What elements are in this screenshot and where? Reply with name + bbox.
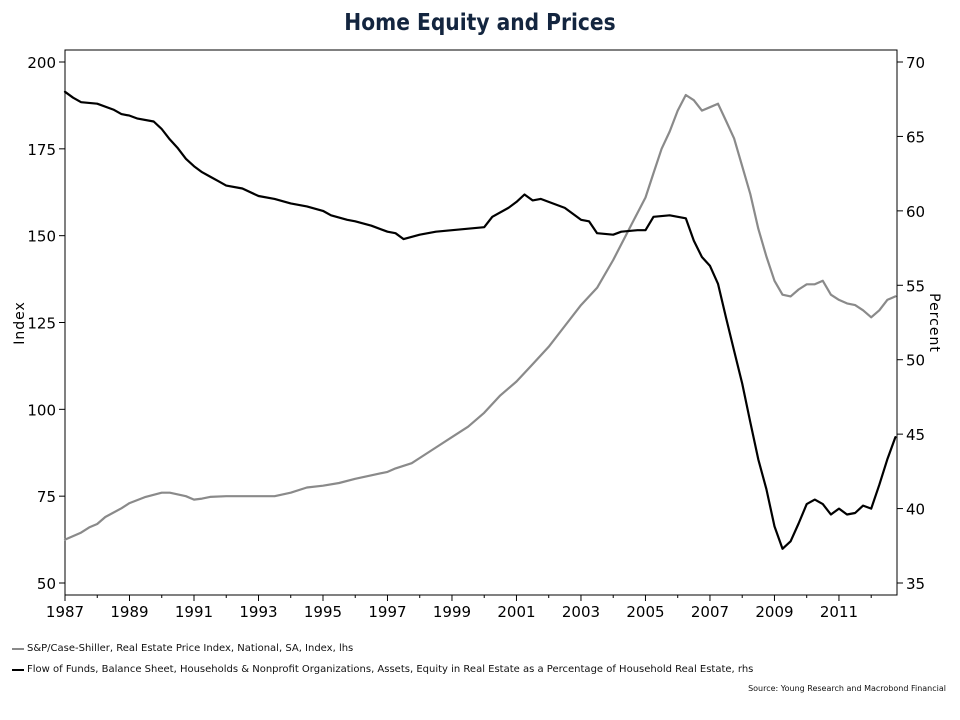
x-tick-label: 2011 [820,603,858,621]
y-right-tick-label: 60 [906,203,925,221]
chart-title: Home Equity and Prices [344,10,616,36]
y-axis-right-label: Percent [926,293,942,353]
y-left-tick-label: 175 [27,141,56,159]
y-axis-left-label: Index [12,301,28,345]
y-right-tick-label: 65 [906,128,925,146]
x-tick-label: 1997 [368,603,406,621]
y-axis-right: 70 65 60 55 50 45 40 35 [897,54,925,593]
x-tick-label: 1991 [175,603,213,621]
x-tick-label: 2001 [497,603,535,621]
x-tick-label: 1989 [110,603,148,621]
legend-item-price-index: S&P/Case-Shiller, Real Estate Price Inde… [12,638,753,659]
y-left-tick-label: 75 [37,488,56,506]
x-axis: 1987 1989 1991 1993 1995 1997 1999 2001 2003 2005… [46,595,872,621]
y-left-tick-label: 50 [37,575,56,593]
y-left-tick-label: 125 [27,315,56,333]
y-right-tick-label: 40 [906,501,925,519]
y-left-tick-label: 150 [27,228,56,246]
x-tick-label: 1995 [304,603,342,621]
legend-swatch-equity [12,668,24,671]
x-tick-label: 2009 [755,603,793,621]
source-note: Source: Young Research and Macrobond Fin… [748,684,946,693]
x-tick-label: 1987 [46,603,84,621]
y-left-tick-label: 100 [27,401,56,419]
x-tick-label: 2005 [626,603,664,621]
y-right-tick-label: 55 [906,277,925,295]
x-tick-label: 2003 [562,603,600,621]
x-tick-label: 1993 [239,603,277,621]
legend-item-equity: Flow of Funds, Balance Sheet, Households… [12,659,753,680]
y-axis-left: 200 175 150 125 100 75 50 [27,54,65,593]
x-tick-label: 2007 [691,603,729,621]
series-line-equity [63,90,897,550]
y-left-tick-label: 200 [27,54,56,72]
legend-label-price-index: S&P/Case-Shiller, Real Estate Price Inde… [27,643,354,654]
y-right-tick-label: 35 [906,575,925,593]
y-right-tick-label: 45 [906,426,925,444]
legend-label-equity: Flow of Funds, Balance Sheet, Households… [27,664,754,675]
legend: S&P/Case-Shiller, Real Estate Price Inde… [12,638,753,680]
series-line-price-index [63,93,897,541]
legend-swatch-price-index [12,647,24,650]
y-right-tick-label: 50 [906,352,925,370]
y-right-tick-label: 70 [906,54,925,72]
x-tick-label: 1999 [433,603,471,621]
series-layer [63,90,897,550]
